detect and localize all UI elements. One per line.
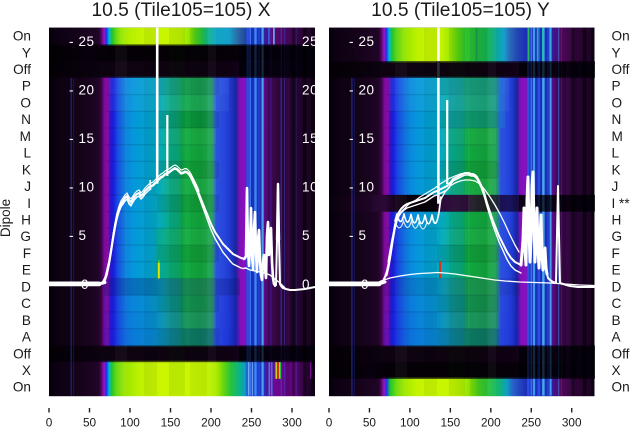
svg-text:J: J <box>24 179 31 194</box>
svg-text:L: L <box>612 146 620 161</box>
svg-text:P: P <box>22 79 31 94</box>
svg-text:Off: Off <box>612 346 630 361</box>
svg-text:Off: Off <box>13 346 31 361</box>
svg-text:On: On <box>612 380 630 395</box>
svg-text:L: L <box>23 146 31 161</box>
svg-text:P: P <box>612 79 621 94</box>
svg-text:- 15: - 15 <box>69 131 95 146</box>
svg-text:I **: I ** <box>612 196 631 211</box>
svg-text:B: B <box>22 313 31 328</box>
svg-text:M: M <box>20 129 31 144</box>
svg-text:- 5: - 5 <box>349 228 367 243</box>
svg-text:100: 100 <box>120 416 140 430</box>
svg-text:Off: Off <box>612 62 630 77</box>
svg-text:C: C <box>612 296 622 311</box>
svg-text:D: D <box>21 279 31 294</box>
svg-text:0: 0 <box>81 277 89 292</box>
svg-text:E: E <box>22 263 31 278</box>
svg-text:On: On <box>612 29 630 44</box>
svg-text:25: 25 <box>302 34 318 49</box>
svg-text:F: F <box>612 246 620 261</box>
svg-text:50: 50 <box>83 416 97 430</box>
svg-text:10.5 (Tile105=105) X: 10.5 (Tile105=105) X <box>91 0 270 21</box>
svg-text:J: J <box>612 179 619 194</box>
svg-text:On: On <box>13 380 31 395</box>
svg-text:10: 10 <box>302 180 318 195</box>
svg-text:M: M <box>612 129 623 144</box>
svg-text:- 5: - 5 <box>69 228 87 243</box>
svg-text:G: G <box>20 229 31 244</box>
svg-text:20: 20 <box>302 82 318 97</box>
svg-text:- 25: - 25 <box>69 34 95 49</box>
svg-text:I: I <box>27 196 31 211</box>
svg-text:0: 0 <box>326 416 333 430</box>
svg-text:0: 0 <box>302 277 310 292</box>
svg-text:5: 5 <box>302 228 310 243</box>
svg-text:300: 300 <box>562 416 582 430</box>
svg-text:150: 150 <box>161 416 181 430</box>
svg-text:- 25: - 25 <box>349 34 375 49</box>
svg-text:- 20: - 20 <box>69 82 95 97</box>
svg-text:250: 250 <box>521 416 541 430</box>
svg-text:N: N <box>612 112 622 127</box>
svg-text:On: On <box>13 29 31 44</box>
svg-text:H: H <box>21 213 31 228</box>
svg-text:O: O <box>612 96 623 111</box>
svg-text:N: N <box>21 112 31 127</box>
svg-text:X: X <box>22 363 31 378</box>
svg-text:200: 200 <box>481 416 501 430</box>
svg-text:B: B <box>612 313 621 328</box>
svg-text:C: C <box>21 296 31 311</box>
svg-text:Y: Y <box>612 45 621 60</box>
svg-text:0: 0 <box>46 416 53 430</box>
svg-text:15: 15 <box>302 131 318 146</box>
svg-text:G: G <box>612 229 623 244</box>
svg-text:0: 0 <box>361 277 369 292</box>
svg-text:K: K <box>22 162 31 177</box>
svg-text:H: H <box>612 213 622 228</box>
svg-text:250: 250 <box>242 416 262 430</box>
svg-text:O: O <box>20 96 31 111</box>
svg-text:150: 150 <box>441 416 461 430</box>
svg-text:D: D <box>612 279 622 294</box>
svg-text:X: X <box>612 363 621 378</box>
svg-text:E: E <box>612 263 621 278</box>
svg-text:300: 300 <box>282 416 302 430</box>
svg-text:K: K <box>612 162 621 177</box>
svg-text:50: 50 <box>363 416 377 430</box>
svg-text:200: 200 <box>201 416 221 430</box>
svg-text:Off: Off <box>13 62 31 77</box>
svg-text:F: F <box>23 246 31 261</box>
svg-text:- 15: - 15 <box>349 131 375 146</box>
svg-text:- 10: - 10 <box>349 180 375 195</box>
svg-text:Dipole: Dipole <box>0 199 13 237</box>
svg-text:10.5 (Tile105=105) Y: 10.5 (Tile105=105) Y <box>371 0 550 21</box>
svg-text:A: A <box>612 330 622 345</box>
svg-text:100: 100 <box>400 416 420 430</box>
svg-text:A: A <box>22 330 32 345</box>
svg-text:- 20: - 20 <box>349 82 375 97</box>
svg-text:Y: Y <box>22 45 31 60</box>
svg-text:- 10: - 10 <box>69 180 95 195</box>
